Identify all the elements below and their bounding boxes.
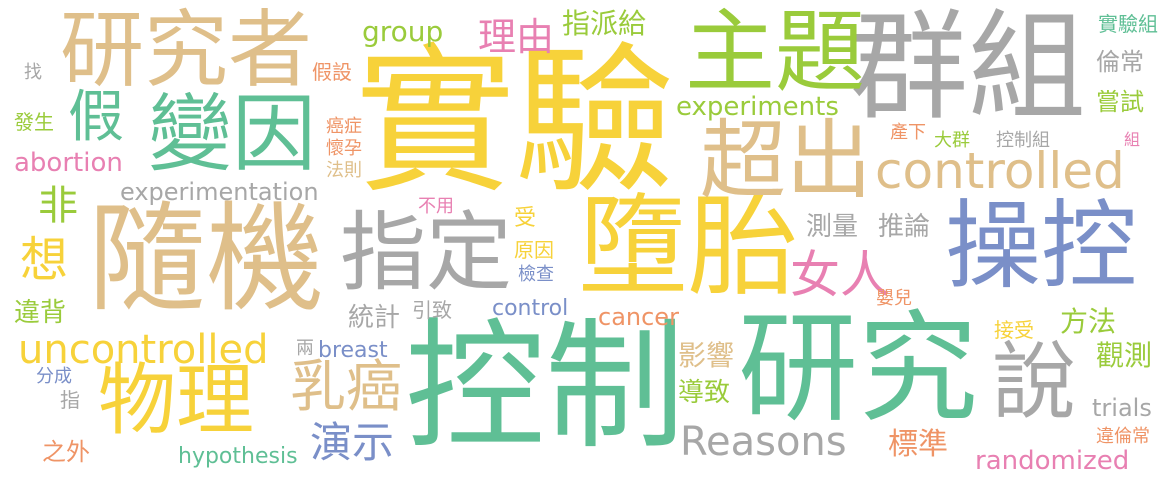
- word-biaozhun: 標準: [888, 427, 948, 462]
- word-liang: 兩: [296, 338, 314, 359]
- word-suiji: 隨機: [88, 190, 325, 328]
- word-weibei: 違背: [14, 298, 67, 328]
- word-xiang: 想: [20, 232, 69, 288]
- word-kongzhizu: 控制組: [996, 130, 1050, 151]
- word-zhuti: 主題: [685, 0, 865, 105]
- word-cancer: cancer: [598, 303, 679, 331]
- word-jiancha: 檢查: [518, 264, 554, 285]
- word-liyou: 理由: [478, 15, 555, 59]
- word-kongzhi: 控制: [405, 306, 686, 469]
- word-tongji: 統計: [348, 303, 401, 333]
- word-trials: trials: [1092, 394, 1152, 422]
- word-fangfa: 方法: [1060, 305, 1117, 338]
- word-shou: 受: [514, 206, 537, 231]
- word-yingxiang: 影響: [678, 339, 735, 372]
- word-uncontrolled: uncontrolled: [18, 327, 269, 373]
- word-qunzu: 群組: [850, 0, 1087, 136]
- word-experiments: experiments: [676, 92, 839, 122]
- word-control: control: [492, 296, 569, 321]
- word-celiang: 測量: [806, 212, 859, 242]
- word-zhiwai: 之外: [42, 438, 90, 466]
- word-reasons: Reasons: [680, 419, 847, 465]
- word-buyong: 不用: [418, 196, 454, 217]
- word-jiashe: 假設: [312, 60, 352, 84]
- word-experimentation: experimentation: [120, 178, 319, 206]
- word-wuli: 物理: [98, 356, 255, 446]
- word-controlled: controlled: [875, 142, 1125, 200]
- word-weilunchang: 違倫常: [1096, 426, 1150, 447]
- word-caokong: 操控: [945, 190, 1137, 302]
- word-faze: 法則: [326, 160, 362, 181]
- word-hypothesis: hypothesis: [178, 444, 298, 469]
- word-huaiyun: 懷孕: [326, 138, 362, 159]
- word-zhi: 指: [60, 388, 80, 412]
- word-guance: 觀測: [1096, 339, 1153, 372]
- word-lunchang: 倫常: [1096, 48, 1144, 76]
- word-shuo: 說: [992, 333, 1077, 431]
- word-aizheng: 癌症: [326, 116, 362, 137]
- word-zu: 組: [1124, 130, 1141, 149]
- word-yanshi: 演示: [310, 418, 395, 467]
- word-bianyin: 變因: [148, 85, 317, 183]
- word-chanxia: 產下: [890, 122, 926, 143]
- word-randomized: randomized: [975, 446, 1130, 476]
- word-fei: 非: [38, 183, 78, 229]
- word-yanjiu: 研究: [738, 300, 978, 439]
- word-yinzhi: 引致: [412, 298, 452, 322]
- word-chaochu: 超出: [700, 111, 872, 211]
- word-daqun: 大群: [934, 130, 970, 151]
- word-nvren: 女人: [790, 246, 890, 304]
- word-zhiding: 指定: [340, 203, 512, 303]
- word-ruai: 乳癌: [290, 355, 402, 420]
- word-shiyan: 實驗: [355, 28, 676, 215]
- word-abortion: abortion: [14, 148, 123, 178]
- word-changshi: 嘗試: [1096, 88, 1144, 116]
- word-yuanyin: 原因: [514, 238, 554, 262]
- word-fencheng: 分成: [36, 366, 72, 387]
- word-zhao: 找: [24, 62, 42, 83]
- word-fasheng: 發生: [14, 110, 54, 134]
- word-tuilun: 推論: [878, 212, 931, 242]
- word-daozhi: 導致: [678, 378, 731, 408]
- word-yinger: 嬰兒: [876, 288, 912, 309]
- word-group: group: [362, 15, 444, 48]
- word-jia: 假: [68, 85, 124, 150]
- word-duotai: 墮胎: [578, 183, 798, 311]
- word-jieshou: 接受: [994, 318, 1034, 342]
- word-breast: breast: [318, 338, 388, 363]
- word-zhipaigei: 指派給: [562, 7, 647, 40]
- word-yanjiuzhe: 研究者: [60, 1, 313, 99]
- word-shiyanzu: 實驗組: [1098, 12, 1158, 36]
